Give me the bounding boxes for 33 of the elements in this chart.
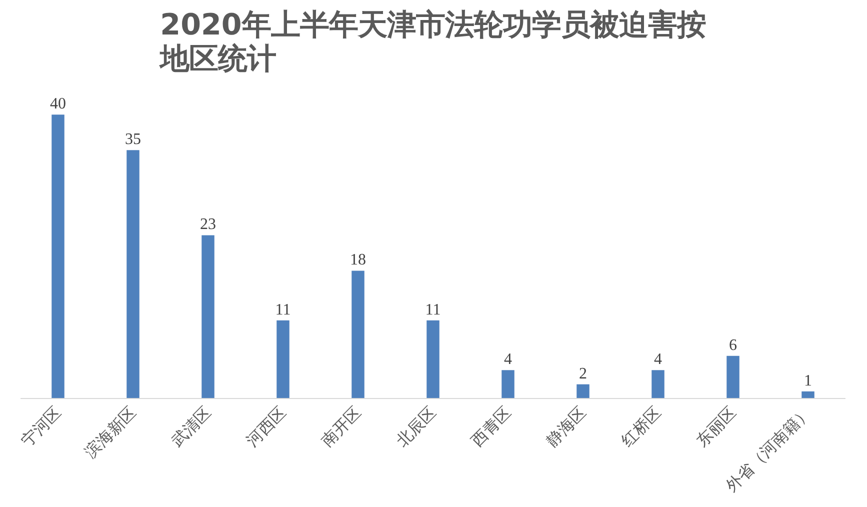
- bar: [802, 391, 814, 398]
- bar: [576, 384, 590, 398]
- bar: [502, 370, 514, 398]
- bar: [202, 235, 214, 398]
- data-label: 18: [350, 252, 366, 269]
- data-label: 40: [50, 96, 66, 113]
- x-tick-label: 滨海新区: [81, 402, 140, 462]
- bar: [126, 150, 140, 398]
- x-tick-label: 东丽区: [692, 402, 740, 450]
- x-tick-label: 河西区: [242, 402, 290, 450]
- x-tick-label: 西青区: [467, 402, 515, 450]
- bar: [652, 370, 664, 398]
- bar: [52, 114, 64, 398]
- x-tick-label: 武清区: [167, 402, 215, 450]
- chart-title: 2020年上半年天津市法轮功学员被迫害按地区统计: [158, 8, 706, 76]
- x-tick-label: 南开区: [317, 402, 365, 450]
- bar: [352, 270, 364, 398]
- bar: [726, 356, 740, 398]
- x-tick-label: 静海区: [542, 402, 590, 450]
- x-tick-label: 北辰区: [392, 402, 440, 450]
- bar: [276, 320, 290, 398]
- data-label: 23: [200, 216, 216, 234]
- data-label: 35: [125, 131, 141, 148]
- x-tick-label: 红桥区: [617, 402, 665, 450]
- data-label: 1: [804, 372, 812, 390]
- x-tick-label: 宁河区: [17, 402, 65, 450]
- data-label: 2: [579, 365, 587, 382]
- bar: [426, 320, 440, 398]
- data-label: 4: [504, 351, 512, 368]
- data-label: 6: [729, 336, 737, 354]
- data-label: 11: [425, 301, 441, 318]
- data-label: 11: [275, 301, 291, 318]
- data-label: 4: [654, 351, 662, 368]
